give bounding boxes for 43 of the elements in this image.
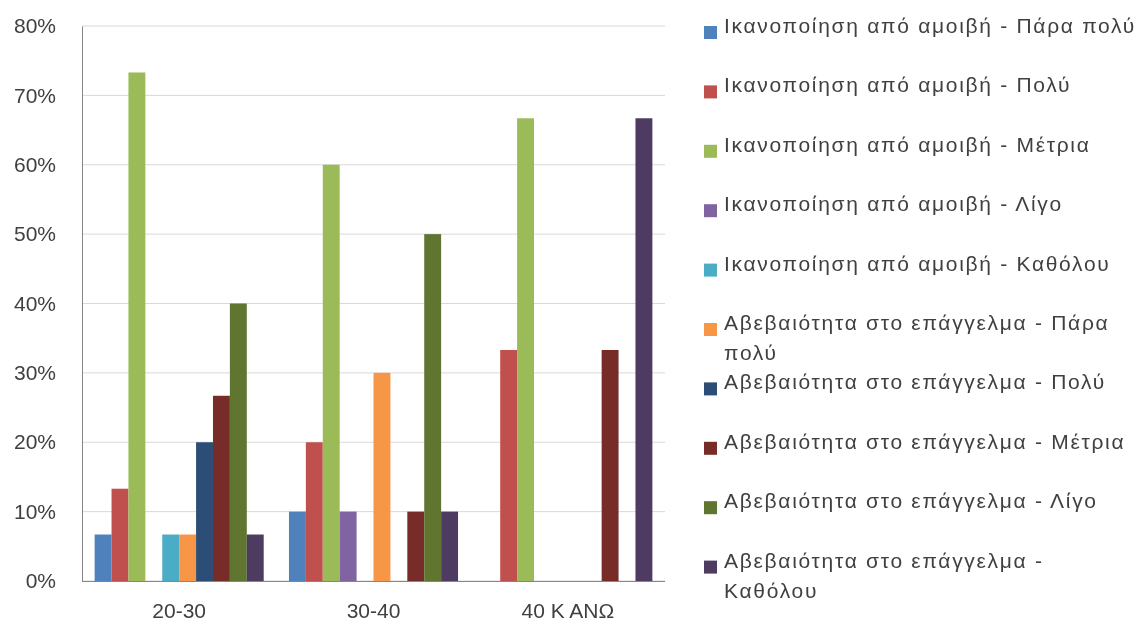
bar [635, 118, 653, 581]
bar [162, 534, 180, 581]
y-tick-label: 80% [13, 14, 56, 38]
y-tick-label: 10% [13, 499, 56, 523]
bar [517, 118, 535, 581]
bar [196, 442, 213, 581]
y-tick-label: 70% [13, 83, 56, 107]
legend-label: Αβεβαιότητα στο επάγγελμα - Μέτρια [724, 429, 1126, 453]
bar [424, 234, 442, 581]
bar [407, 511, 425, 581]
x-tick-label: 30-40 [346, 598, 401, 622]
bar [179, 534, 197, 581]
legend-label: Αβεβαιότητα στο επάγγελμα - Πάρα πολύ [724, 311, 1110, 364]
y-tick-label: 30% [13, 361, 56, 385]
bar [229, 303, 247, 581]
legend-label: Αβεβαιότητα στο επάγγελμα - Πολύ [724, 370, 1106, 394]
legend-label: Ικανοποίηση από αμοιβή - Πάρα πολύ [724, 14, 1136, 37]
legend-label: Ικανοποίηση από αμοιβή - Λίγο [724, 192, 1063, 216]
y-tick-label: 60% [13, 152, 56, 176]
bar [373, 372, 391, 581]
bar [305, 442, 323, 581]
legend-label: Ικανοποίηση από αμοιβή - Πολύ [724, 73, 1072, 97]
y-tick-label: 20% [13, 430, 56, 454]
legend-label: Ικανοποίηση από αμοιβή - Καθόλου [724, 251, 1111, 275]
legend-label: Αβεβαιότητα στο επάγγελμα - Λίγο [724, 489, 1098, 513]
bar [288, 511, 306, 581]
bar [246, 534, 264, 581]
legend-label: Αβεβαιότητα στο επάγγελμα - Καθόλου [724, 548, 1044, 602]
bar [322, 164, 340, 581]
bar [601, 349, 619, 581]
y-tick-label: 0% [25, 569, 56, 593]
bar [339, 511, 357, 581]
bar [94, 534, 112, 581]
bar [111, 488, 129, 581]
bar [441, 511, 459, 581]
x-tick-label: 40 Κ ΑΝΩ [521, 598, 615, 622]
bar [128, 72, 146, 581]
x-tick-label: 20-30 [152, 598, 207, 622]
y-tick-label: 50% [13, 222, 56, 246]
y-tick-label: 40% [13, 291, 56, 315]
bar [500, 349, 518, 581]
legend-label: Ικανοποίηση από αμοιβή - Μέτρια [724, 132, 1091, 156]
bar [212, 395, 230, 581]
